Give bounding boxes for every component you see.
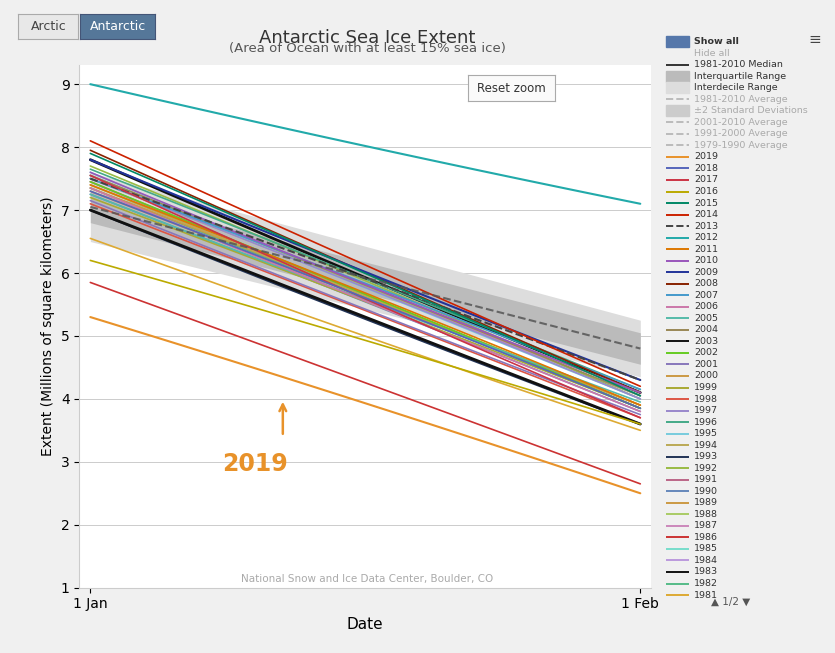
Text: 2008: 2008 [695, 279, 718, 288]
Text: 2004: 2004 [695, 325, 718, 334]
Text: 1986: 1986 [695, 533, 718, 542]
Text: 1981: 1981 [695, 590, 718, 599]
Text: Antarctic Sea Ice Extent: Antarctic Sea Ice Extent [259, 29, 476, 48]
X-axis label: Date: Date [347, 617, 383, 632]
Text: 1994: 1994 [695, 441, 718, 450]
Y-axis label: Extent (Millions of square kilometers): Extent (Millions of square kilometers) [41, 197, 55, 456]
Text: 2016: 2016 [695, 187, 718, 196]
Bar [666, 82, 690, 93]
Text: 1991: 1991 [695, 475, 718, 485]
Bar [666, 106, 690, 116]
Text: 1984: 1984 [695, 556, 718, 565]
Text: 2013: 2013 [695, 221, 718, 231]
Text: 1985: 1985 [695, 545, 718, 554]
Text: 2017: 2017 [695, 176, 718, 185]
Text: 2007: 2007 [695, 291, 718, 300]
Text: 2001: 2001 [695, 360, 718, 369]
Text: 2003: 2003 [695, 337, 718, 346]
Text: ≡: ≡ [809, 32, 822, 47]
Text: 2001-2010 Average: 2001-2010 Average [695, 118, 788, 127]
Bar [666, 37, 690, 47]
Text: 1995: 1995 [695, 429, 718, 438]
Text: 1979-1990 Average: 1979-1990 Average [695, 141, 788, 150]
Text: 2012: 2012 [695, 233, 718, 242]
Text: (Area of Ocean with at least 15% sea ice): (Area of Ocean with at least 15% sea ice… [229, 42, 506, 56]
Text: 1981-2010 Average: 1981-2010 Average [695, 95, 788, 104]
Text: 1993: 1993 [695, 452, 718, 461]
Text: Interdecile Range: Interdecile Range [695, 83, 778, 92]
Bar [666, 71, 690, 82]
Text: 2009: 2009 [695, 268, 718, 277]
Text: 1992: 1992 [695, 464, 718, 473]
Text: 2005: 2005 [695, 314, 718, 323]
Text: Interquartile Range: Interquartile Range [695, 72, 787, 81]
Text: 2000: 2000 [695, 372, 718, 381]
Text: ±2 Standard Deviations: ±2 Standard Deviations [695, 106, 808, 116]
Text: Reset zoom: Reset zoom [477, 82, 546, 95]
Text: 1989: 1989 [695, 498, 718, 507]
Text: 1996: 1996 [695, 418, 718, 426]
Text: National Snow and Ice Data Center, Boulder, CO: National Snow and Ice Data Center, Bould… [241, 575, 493, 584]
Text: 1983: 1983 [695, 567, 718, 577]
Text: 1987: 1987 [695, 521, 718, 530]
Text: Hide all: Hide all [695, 49, 730, 57]
Text: 1999: 1999 [695, 383, 718, 392]
Text: 2010: 2010 [695, 256, 718, 265]
Text: 2019: 2019 [222, 453, 288, 477]
Text: Show all: Show all [695, 37, 739, 46]
Text: 2019: 2019 [695, 152, 718, 161]
Text: 2006: 2006 [695, 302, 718, 311]
Text: 1981-2010 Median: 1981-2010 Median [695, 60, 783, 69]
Text: 2018: 2018 [695, 164, 718, 173]
Text: 2011: 2011 [695, 245, 718, 253]
Text: 1988: 1988 [695, 510, 718, 519]
Text: Arctic: Arctic [31, 20, 66, 33]
Text: 1997: 1997 [695, 406, 718, 415]
Text: 1991-2000 Average: 1991-2000 Average [695, 129, 788, 138]
Text: 1982: 1982 [695, 579, 718, 588]
Text: 2002: 2002 [695, 349, 718, 357]
Text: 2014: 2014 [695, 210, 718, 219]
Text: 1990: 1990 [695, 486, 718, 496]
Text: 1998: 1998 [695, 394, 718, 404]
Text: ▲ 1/2 ▼: ▲ 1/2 ▼ [711, 597, 751, 607]
Text: 2015: 2015 [695, 199, 718, 208]
Text: Antarctic: Antarctic [89, 20, 146, 33]
